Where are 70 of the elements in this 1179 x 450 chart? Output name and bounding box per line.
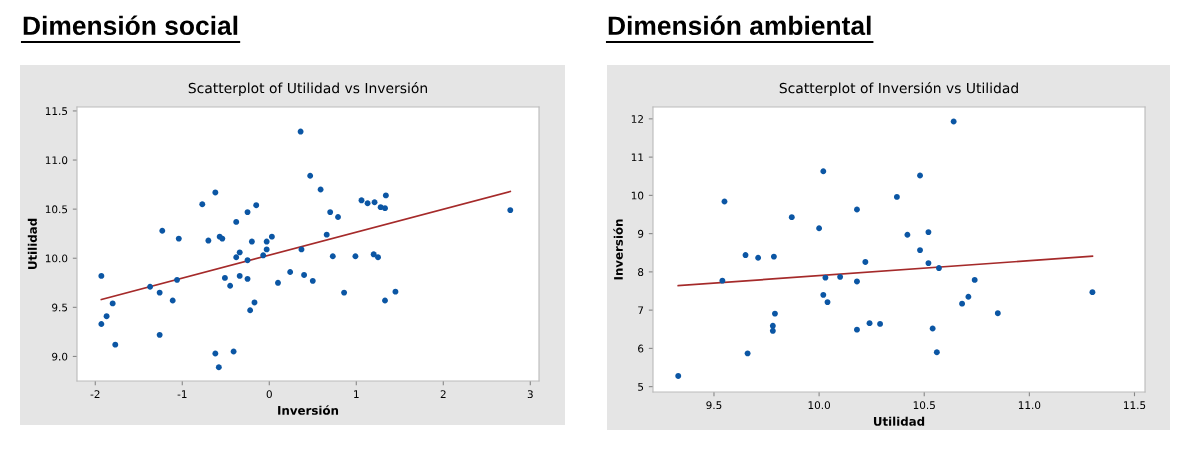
y-tick-label: 9.0 [52,352,68,361]
y-tick-label: 6 [638,344,644,353]
point [971,276,978,283]
chart-subtitle: Scatterplot of Utilidad vs Inversión [188,82,427,96]
point [925,260,932,267]
y-axis-title: Utilidad [27,218,37,270]
point [917,247,923,254]
point [721,198,728,205]
x-tick-label: 9.5 [706,401,722,410]
x-tick-label: 10.0 [808,401,831,410]
chart-subtitle: Scatterplot of Inversión vs Utilidad [779,82,1018,96]
point [854,206,860,213]
chart-title: Dimensión ambiental [608,15,871,36]
point [769,327,776,334]
x-tick-label: 10.5 [913,401,935,410]
point [675,372,682,379]
point [904,231,911,238]
y-tick-label: 10.0 [45,254,68,263]
point [820,168,827,175]
y-tick-label: 11.0 [45,156,68,165]
y-tick-label: 11 [631,153,644,162]
point [866,320,873,327]
point [862,258,869,265]
x-tick-label: 3 [527,390,533,399]
x-tick-label: 11.0 [1018,401,1041,410]
point [822,274,829,281]
point [936,265,942,271]
point [854,326,860,333]
point [959,300,966,307]
x-axis-title: Utilidad [873,416,925,426]
point [820,291,827,298]
y-tick-label: 8 [638,268,644,276]
y-tick-label: 11.5 [45,107,68,116]
point [770,253,777,260]
chart-title: Dimensión social [23,15,238,36]
point [965,293,972,300]
point [824,299,831,306]
x-tick-label: -1 [177,390,187,398]
point [744,350,751,357]
point [1089,289,1096,296]
y-axis-title: Inversión [613,219,623,280]
y-tick-label: 10 [631,191,644,200]
point [837,273,844,280]
x-tick-label: -2 [90,390,100,398]
x-tick-label: 2 [440,390,446,398]
point [929,325,936,332]
y-tick-label: 9 [638,229,644,238]
point [893,193,900,200]
point [769,322,776,329]
point [719,277,726,284]
point [742,252,749,258]
point [925,229,932,236]
y-tick-label: 7 [638,306,644,315]
y-tick-label: 5 [638,383,644,391]
x-axis-title: Inversión [278,405,339,415]
y-tick-label: 12 [631,115,643,123]
point [933,349,940,356]
x-tick-label: 1 [354,390,359,398]
x-tick-label: 0 [266,390,272,399]
point [877,320,884,327]
point [994,310,1001,317]
point [917,172,923,179]
y-tick-label: 10.5 [45,205,68,214]
point [816,225,823,232]
point [772,310,778,317]
point [755,254,762,261]
point [854,278,860,285]
y-tick-label: 9.5 [52,303,68,312]
x-tick-label: 11.5 [1124,401,1146,410]
point [788,214,795,221]
